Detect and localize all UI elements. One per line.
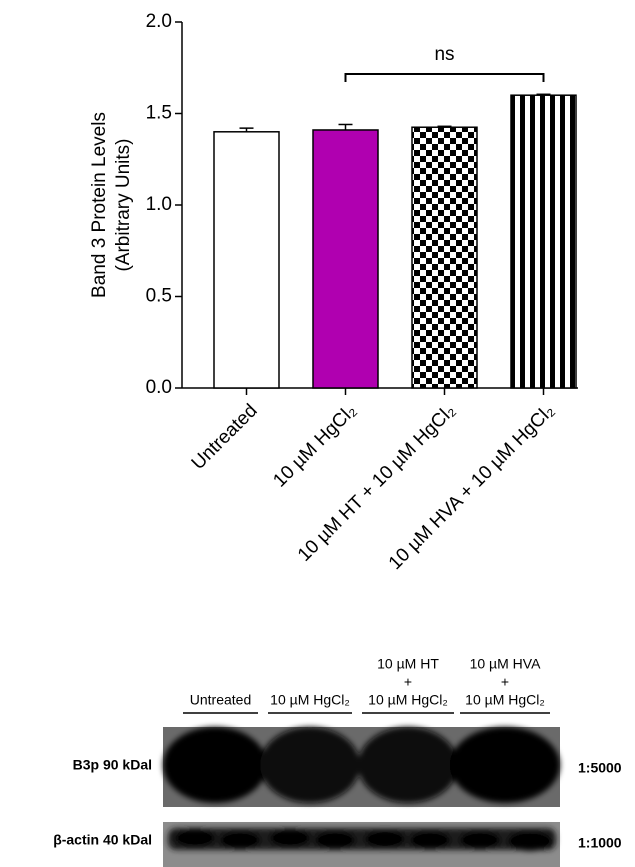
x-tick-label: 10 µM HVA + 10 µM HgCl₂ [385, 400, 559, 574]
row-label: B3p 90 kDal [73, 757, 152, 773]
row-label: β-actin 40 kDal [53, 832, 152, 848]
column-label: 10 µM HgCl₂ [270, 692, 350, 708]
x-tick-label: Untreated [188, 400, 262, 474]
western-blot: Untreated 10 µM HgCl₂ 10 µM HT +10 µM HgCl₂… [53, 656, 622, 867]
significance-bracket [346, 74, 544, 82]
chart: Band 3 Protein Levels(Arbitrary Units) 0.… [89, 11, 578, 574]
column-label: 10 µM HT [377, 656, 439, 672]
bar [511, 95, 576, 388]
column-label: + [404, 674, 412, 690]
bar [214, 132, 279, 388]
y-axis-label: Band 3 Protein Levels [89, 112, 110, 298]
y-axis-label: (Arbitrary Units) [113, 138, 134, 271]
annotation: ns [434, 44, 454, 65]
dilution-label: 1:1000 [578, 835, 622, 851]
y-tick-label: 0.0 [146, 377, 172, 398]
column-label: 10 µM HgCl₂ [368, 692, 448, 708]
figure: Band 3 Protein Levels(Arbitrary Units) 0.… [0, 0, 635, 867]
y-tick-label: 2.0 [146, 11, 172, 32]
x-tick-label: 10 µM HT + 10 µM HgCl₂ [294, 400, 460, 566]
column-label: 10 µM HVA [470, 656, 541, 672]
column-label: Untreated [190, 692, 251, 708]
column-label: + [501, 674, 509, 690]
dilution-label: 1:5000 [578, 760, 622, 776]
bar [313, 130, 378, 388]
y-tick-label: 0.5 [146, 286, 172, 307]
bar [412, 127, 477, 388]
y-tick-label: 1.0 [146, 194, 172, 215]
x-tick-label: 10 µM HgCl₂ [269, 400, 360, 491]
y-tick-label: 1.5 [146, 103, 172, 124]
blot-bands [168, 828, 556, 851]
column-label: 10 µM HgCl₂ [465, 692, 545, 708]
